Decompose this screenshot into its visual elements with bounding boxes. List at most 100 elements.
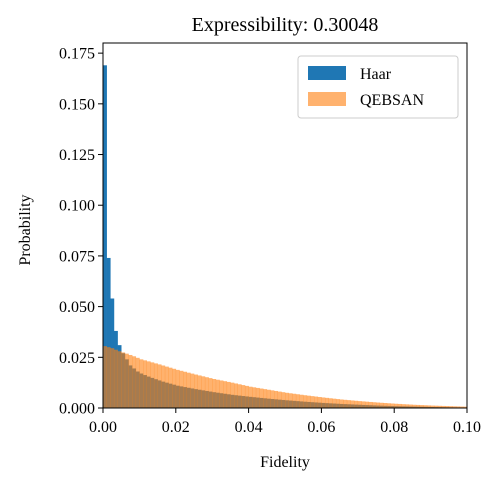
bar-qebsan <box>372 402 377 408</box>
bar-qebsan <box>463 406 467 408</box>
bar-qebsan <box>241 385 246 408</box>
bar-qebsan <box>186 372 191 408</box>
bar-qebsan <box>121 352 126 408</box>
bar-qebsan <box>113 349 118 408</box>
bar-qebsan <box>153 363 158 408</box>
bar-qebsan <box>405 404 410 408</box>
bar-qebsan <box>146 361 151 408</box>
bar-qebsan <box>408 404 413 408</box>
bar-qebsan <box>150 362 155 408</box>
x-tick-label: 0.02 <box>162 419 190 436</box>
bar-qebsan <box>270 390 275 408</box>
bar-qebsan <box>285 392 289 408</box>
bar-qebsan <box>161 365 166 408</box>
y-tick-label: 0.000 <box>59 401 95 418</box>
bar-qebsan <box>259 388 264 408</box>
bar-qebsan <box>135 357 140 408</box>
bar-qebsan <box>346 400 351 408</box>
bar-qebsan <box>204 377 209 408</box>
bar-qebsan <box>252 387 257 408</box>
bar-qebsan <box>295 394 300 408</box>
bar-qebsan <box>354 400 359 408</box>
bar-qebsan <box>430 405 435 408</box>
y-tick-label: 0.050 <box>59 299 95 316</box>
legend: Haar QEBSAN <box>297 55 459 119</box>
x-tick-label: 0.08 <box>380 419 408 436</box>
bar-qebsan <box>394 403 399 408</box>
y-tick-label: 0.025 <box>59 350 95 367</box>
bar-qebsan <box>132 356 137 408</box>
bar-qebsan <box>281 392 286 408</box>
bar-qebsan <box>306 395 311 408</box>
bar-qebsan <box>448 406 453 408</box>
bar-qebsan <box>317 397 322 408</box>
bar-qebsan <box>386 403 391 408</box>
bar-qebsan <box>106 347 111 408</box>
bar-qebsan <box>390 403 395 408</box>
bar-qebsan <box>212 379 217 408</box>
bar-qebsan <box>230 382 235 408</box>
legend-label-qebsan: QEBSAN <box>360 92 424 109</box>
bar-qebsan <box>343 399 348 408</box>
bar-qebsan <box>194 374 198 408</box>
bar-qebsan <box>379 402 384 408</box>
bar-qebsan <box>383 403 388 408</box>
bar-qebsan <box>288 393 293 408</box>
bar-qebsan <box>416 404 420 408</box>
bar-qebsan <box>325 397 329 408</box>
bar-qebsan <box>179 370 184 408</box>
bar-qebsan <box>201 376 206 408</box>
bar-qebsan <box>303 395 308 408</box>
bar-qebsan <box>426 405 431 408</box>
bar-qebsan <box>423 405 428 408</box>
bar-qebsan <box>456 406 461 408</box>
x-tick-label: 0.00 <box>89 419 117 436</box>
bar-qebsan <box>263 389 268 408</box>
y-tick-label: 0.150 <box>59 96 95 113</box>
bar-qebsan <box>197 375 202 408</box>
bar-qebsan <box>361 401 366 408</box>
bar-qebsan <box>266 389 271 408</box>
bar-qebsan <box>459 406 464 408</box>
bar-qebsan <box>172 368 177 408</box>
y-tick-label: 0.175 <box>59 46 95 63</box>
bar-qebsan <box>452 406 457 408</box>
bar-qebsan <box>365 401 370 408</box>
bar-qebsan <box>357 401 362 408</box>
x-axis-label: Fidelity <box>260 454 310 471</box>
bar-qebsan <box>332 398 337 408</box>
y-tick-label: 0.100 <box>59 198 95 215</box>
bar-qebsan <box>368 401 373 408</box>
bar-qebsan <box>376 402 380 408</box>
bar-qebsan <box>248 386 253 408</box>
x-tick-label: 0.06 <box>307 419 335 436</box>
bar-haar <box>103 65 107 408</box>
series-qebsan <box>103 346 467 408</box>
bar-qebsan <box>219 380 224 408</box>
bar-qebsan <box>157 364 162 408</box>
x-tick-label: 0.04 <box>235 419 263 436</box>
bar-qebsan <box>164 366 169 408</box>
bar-qebsan <box>434 405 439 408</box>
bar-qebsan <box>183 371 188 408</box>
bar-qebsan <box>237 384 242 408</box>
bar-qebsan <box>175 369 180 408</box>
bar-qebsan <box>244 385 249 408</box>
bar-qebsan <box>215 379 220 408</box>
bar-qebsan <box>310 396 315 408</box>
chart-title: Expressibility: 0.30048 <box>192 14 379 36</box>
bar-qebsan <box>117 351 122 408</box>
bar-qebsan <box>143 360 147 408</box>
y-axis-label: Probability <box>17 194 34 265</box>
y-tick-label: 0.125 <box>59 147 95 164</box>
legend-swatch-qebsan <box>308 92 346 106</box>
x-tick-label: 0.10 <box>453 419 481 436</box>
bar-qebsan <box>397 403 402 408</box>
bar-qebsan <box>110 348 115 408</box>
bar-haar <box>106 257 111 408</box>
bar-qebsan <box>445 406 450 408</box>
bar-qebsan <box>299 394 304 408</box>
bar-qebsan <box>223 381 228 408</box>
bar-qebsan <box>226 381 231 408</box>
bar-qebsan <box>168 367 173 408</box>
